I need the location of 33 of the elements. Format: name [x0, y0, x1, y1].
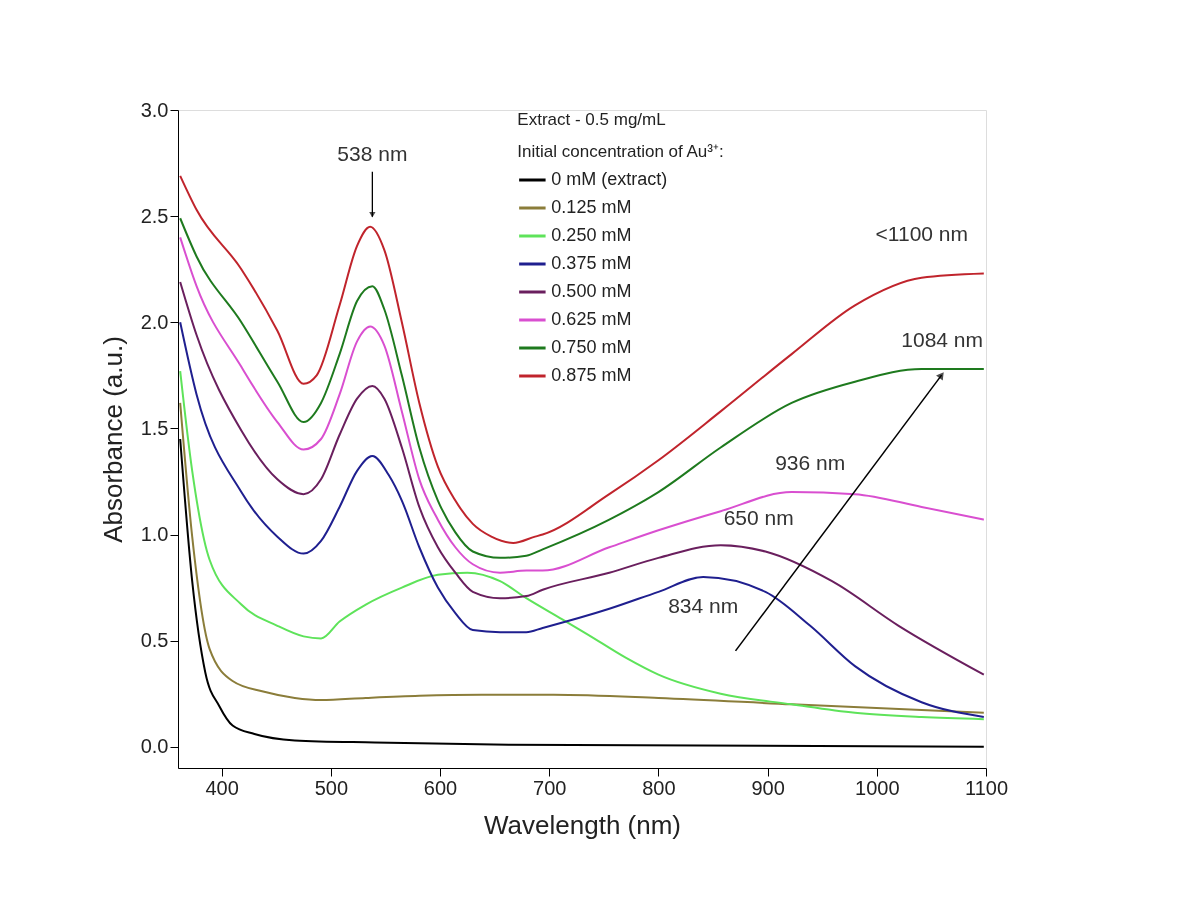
x-tick-label: 1000	[855, 776, 900, 799]
x-tick-label: 500	[314, 776, 349, 799]
y-tick-label: 3.0	[140, 98, 169, 121]
legend-label: 0.375 mM	[551, 253, 632, 273]
x-tick-label: 700	[533, 776, 567, 799]
y-tick-label: 0.5	[140, 629, 169, 652]
y-tick-label: 2.5	[140, 204, 169, 227]
annotation: 834 nm	[668, 593, 739, 617]
legend-title: Extract - 0.5 mg/mL Initial concentration of Au³⁺:	[517, 110, 724, 161]
legend-label: 0.500 mM	[551, 281, 632, 301]
x-tick-label: 900	[751, 776, 785, 799]
x-tick-label: 1100	[964, 776, 1009, 799]
x-tick-label: 600	[423, 776, 458, 799]
y-axis-title: Absorbance (a.u.)	[97, 336, 128, 543]
legend-label: 0.875 mM	[551, 365, 632, 385]
y-tick-label: 0.0	[140, 735, 169, 758]
legend-label: 0.250 mM	[551, 225, 632, 245]
y-tick-label: 2.0	[140, 310, 169, 333]
x-axis-title: Wavelength (nm)	[484, 809, 681, 840]
y-tick-label: 1.0	[140, 523, 169, 546]
y-tick-label: 1.5	[140, 416, 169, 439]
x-tick-label: 800	[642, 776, 676, 799]
x-tick-label: 400	[205, 776, 239, 799]
annotation: 650 nm	[723, 506, 794, 530]
annotation: 936 nm	[775, 451, 846, 475]
legend-label: 0.125 mM	[551, 197, 632, 217]
annotation: 1084 nm	[901, 327, 984, 351]
annotation: 538 nm	[337, 141, 408, 165]
legend-label: 0.750 mM	[551, 337, 632, 357]
annotation: <1100 nm	[875, 222, 969, 246]
legend-label: 0.625 mM	[551, 309, 632, 329]
legend-label: 0 mM (extract)	[551, 169, 668, 189]
line-series	[179, 280, 985, 676]
